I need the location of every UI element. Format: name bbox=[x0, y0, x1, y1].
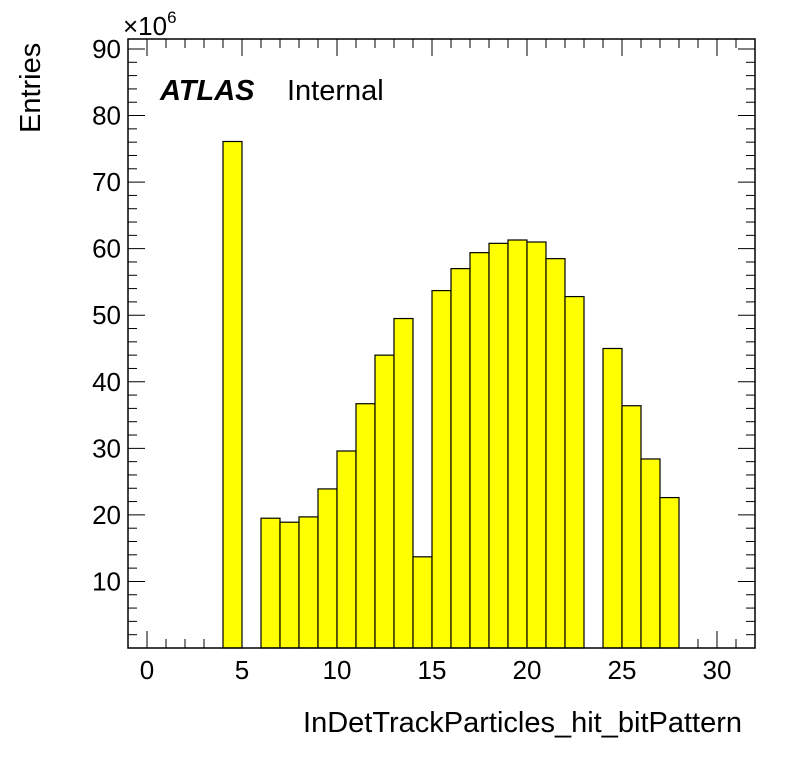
x-tick-label: 15 bbox=[418, 655, 447, 685]
histogram-bar bbox=[279, 521, 300, 649]
y-tick-label: 90 bbox=[92, 34, 121, 64]
y-axis-label: Entries bbox=[15, 43, 47, 133]
y-tick-label: 10 bbox=[92, 566, 121, 596]
y-tick-label: 80 bbox=[92, 101, 121, 131]
y-tick-label: 20 bbox=[92, 500, 121, 530]
histogram-bar bbox=[621, 405, 642, 649]
plot-frame bbox=[127, 38, 756, 649]
y-axis-multiplier-base: ×10 bbox=[123, 11, 167, 41]
histogram-bars bbox=[222, 140, 680, 649]
x-axis-label: InDetTrackParticles_hit_bitPattern bbox=[303, 707, 742, 739]
histogram-bar bbox=[374, 354, 395, 649]
histogram-bar bbox=[488, 242, 509, 649]
histogram-bar bbox=[336, 450, 357, 649]
histogram-bar bbox=[564, 295, 585, 649]
histogram-bar bbox=[222, 140, 243, 649]
y-tick-label: 50 bbox=[92, 300, 121, 330]
x-tick-label: 30 bbox=[703, 655, 732, 685]
histogram-bar bbox=[602, 347, 623, 649]
x-tick-label: 20 bbox=[513, 655, 542, 685]
histogram-bar bbox=[659, 496, 680, 649]
y-tick-label: 40 bbox=[92, 367, 121, 397]
y-tick-label: 70 bbox=[92, 167, 121, 197]
histogram-bar bbox=[431, 289, 452, 649]
y-axis-ticks: 10 20 30 40 50 60 70 80 90 bbox=[92, 34, 755, 636]
y-axis-multiplier-exponent: 6 bbox=[167, 8, 176, 27]
x-tick-label: 0 bbox=[140, 655, 154, 685]
x-tick-label: 5 bbox=[235, 655, 249, 685]
x-axis-ticks: 0 5 10 15 20 25 30 bbox=[127, 39, 756, 685]
histogram-bar bbox=[526, 241, 547, 649]
histogram-bar bbox=[545, 258, 566, 649]
internal-label: Internal bbox=[287, 75, 384, 107]
y-axis-multiplier: ×106 bbox=[123, 8, 177, 41]
x-tick-label: 25 bbox=[608, 655, 637, 685]
histogram-bar bbox=[450, 268, 471, 649]
histogram-bar bbox=[393, 317, 414, 649]
histogram-bar bbox=[469, 252, 490, 649]
histogram-bar bbox=[298, 516, 319, 649]
atlas-label: ATLAS bbox=[159, 75, 255, 107]
x-tick-label: 10 bbox=[323, 655, 352, 685]
histogram-bar bbox=[640, 458, 661, 649]
y-tick-label: 30 bbox=[92, 433, 121, 463]
histogram-bar bbox=[260, 517, 281, 649]
histogram-bar bbox=[355, 403, 376, 649]
histogram-bar bbox=[317, 488, 338, 649]
histogram-bar bbox=[412, 556, 433, 649]
histogram-bar bbox=[507, 239, 528, 649]
y-tick-label: 60 bbox=[92, 234, 121, 264]
